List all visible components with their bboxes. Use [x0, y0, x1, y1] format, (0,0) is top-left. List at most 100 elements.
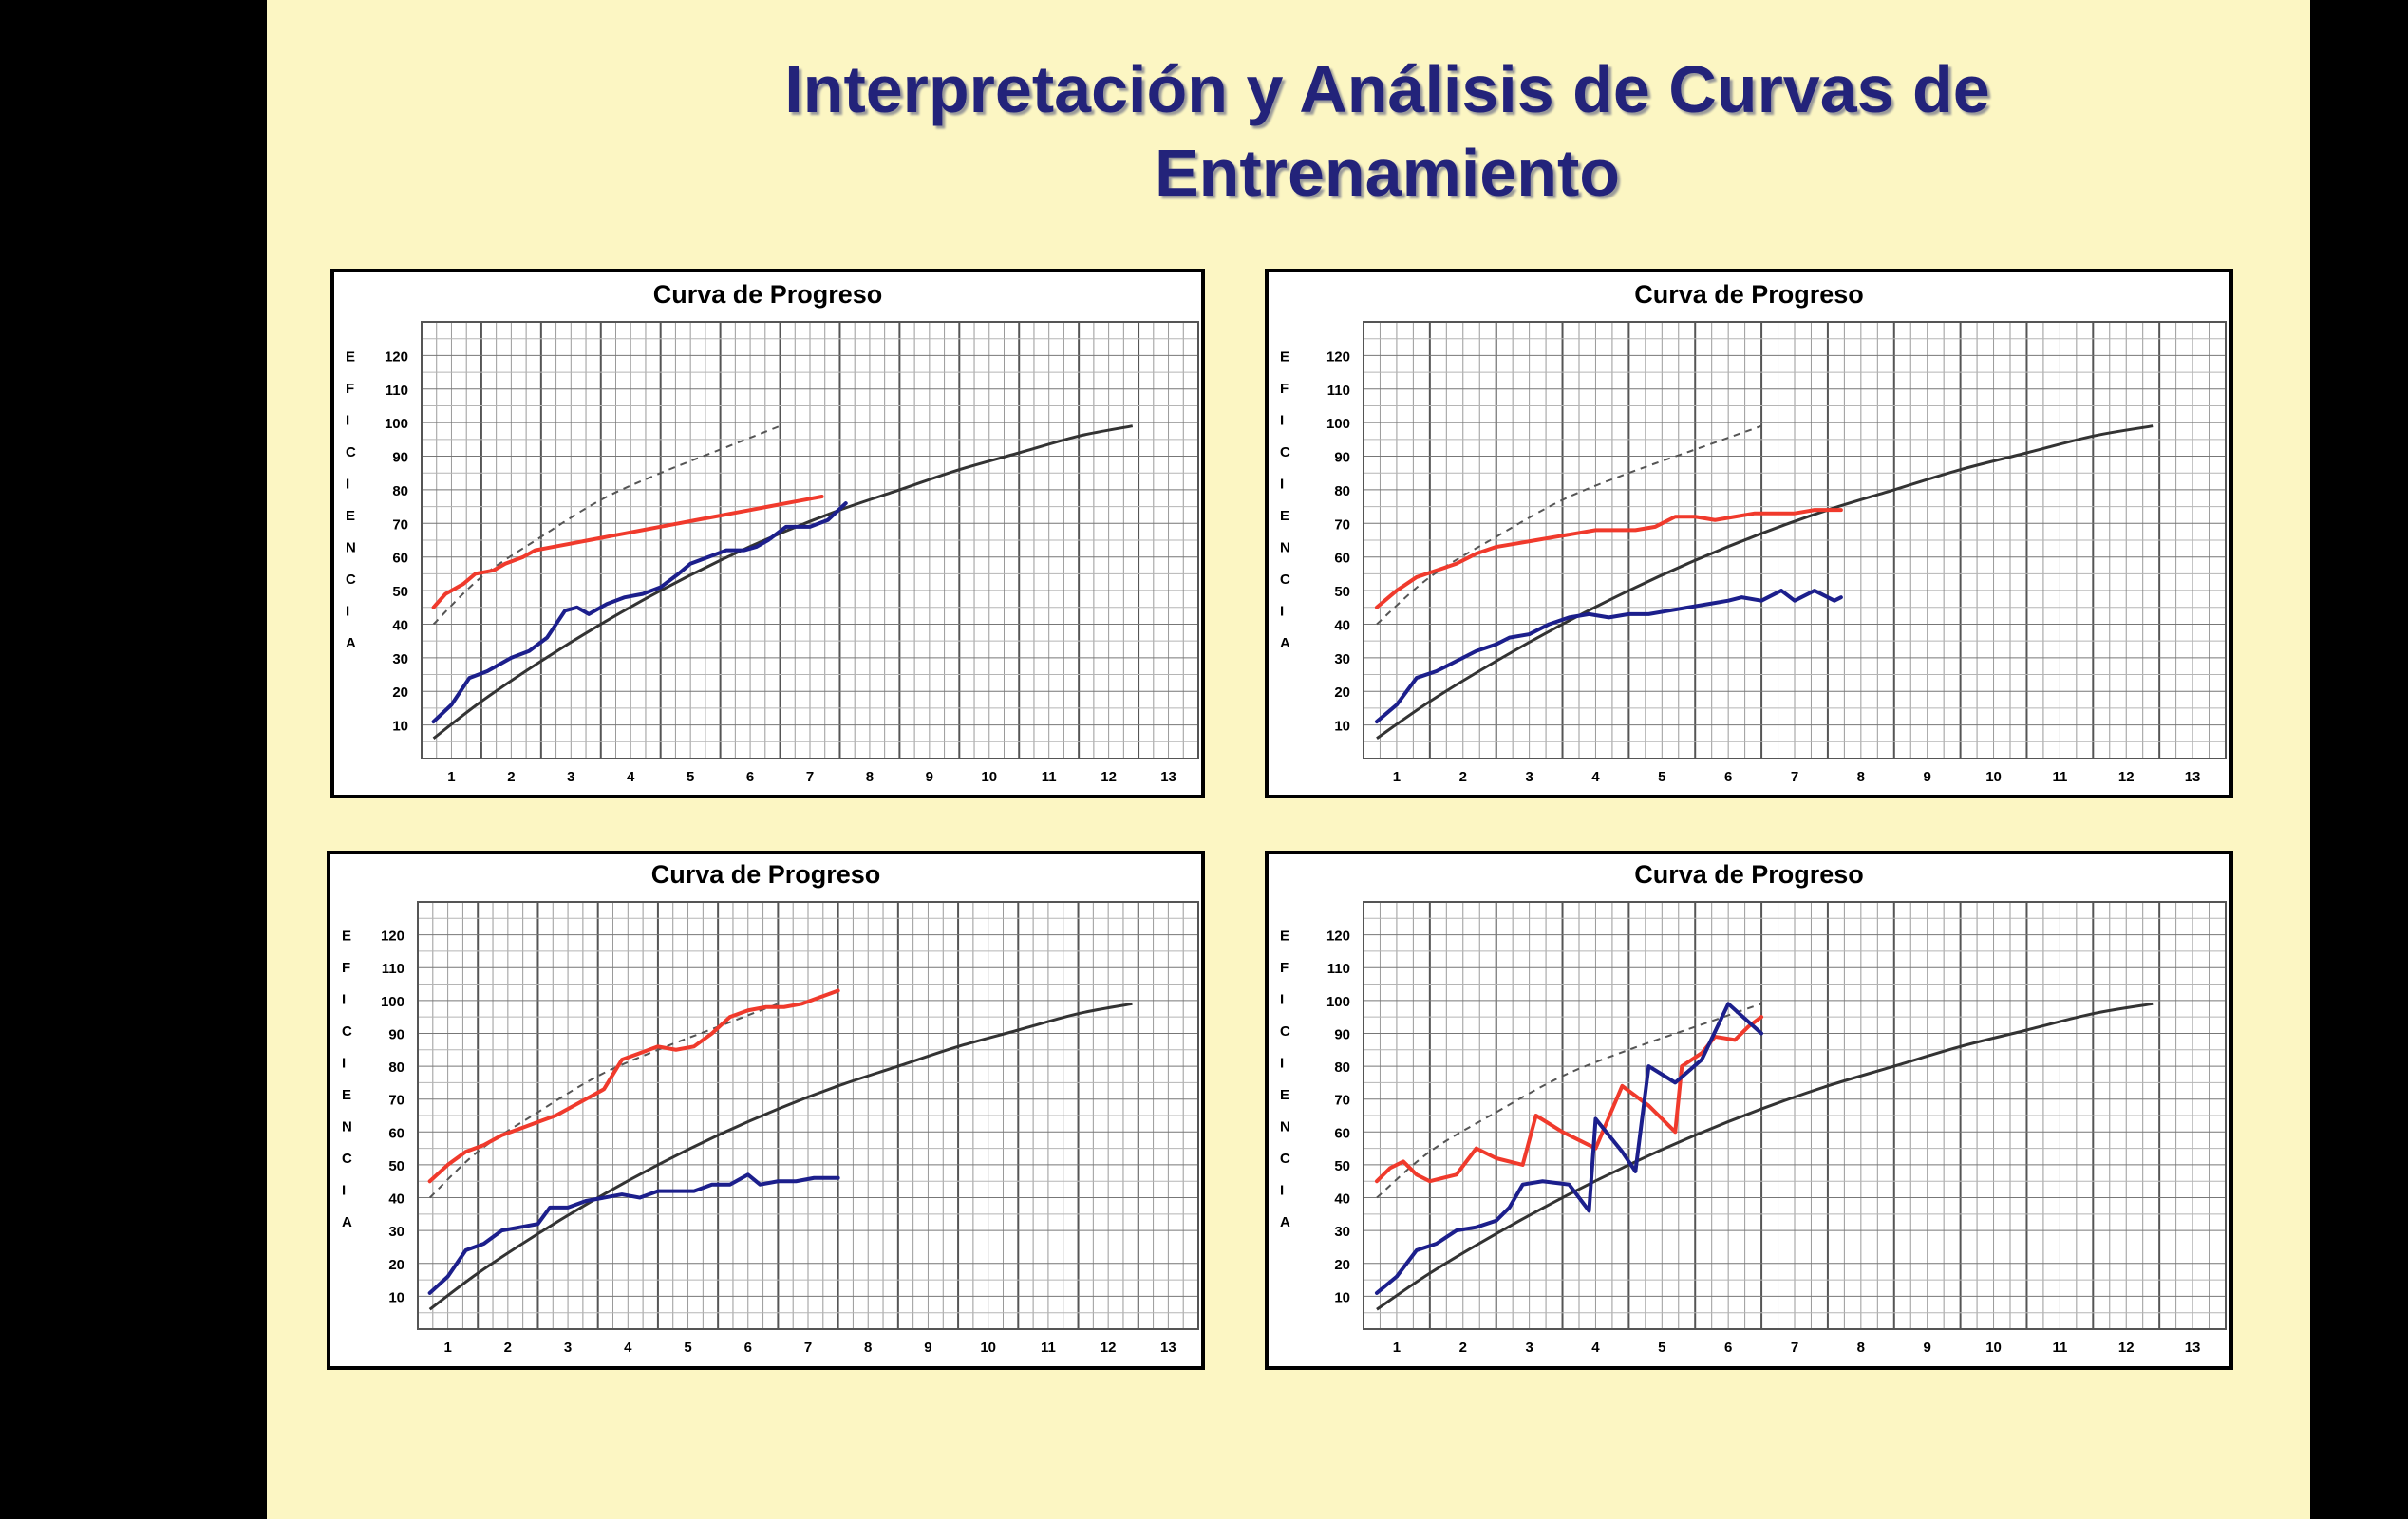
y-axis-label-letter: A: [1280, 1214, 1290, 1230]
x-tick-label: 4: [1591, 1340, 1600, 1356]
progress-chart-1: Curva de Progreso10203040506070809010011…: [346, 280, 1199, 785]
x-tick-label: 9: [1924, 1340, 1931, 1356]
y-axis-label-letter: I: [1280, 1056, 1284, 1072]
y-tick-label: 100: [385, 416, 408, 432]
y-tick-label: 60: [388, 1125, 404, 1141]
y-tick-label: 120: [1326, 928, 1350, 945]
y-tick-label: 40: [1334, 1191, 1350, 1208]
blue-series-line: [431, 501, 848, 724]
y-tick-label: 70: [1334, 1093, 1350, 1109]
y-tick-label: 20: [392, 684, 408, 701]
x-tick-label: 2: [504, 1340, 512, 1356]
x-tick-label: 8: [1857, 769, 1865, 785]
y-axis-label-letter: I: [1280, 412, 1284, 428]
x-tick-label: 5: [684, 1340, 691, 1356]
y-axis-label-letter: N: [1280, 539, 1290, 555]
blue-series-line: [1374, 1002, 1764, 1295]
x-tick-label: 5: [687, 769, 694, 785]
y-axis-label-letter: I: [342, 1056, 346, 1072]
y-axis-label-letter: I: [1280, 603, 1284, 619]
chart-panel-top-left: Curva de Progreso 10 20 30 40 50 60 70 80 90 100 11…: [330, 269, 1205, 798]
x-tick-label: 3: [567, 769, 574, 785]
slide-title-line-2: Entrenamiento: [1154, 136, 1621, 210]
y-axis-label-letter: E: [1280, 348, 1289, 365]
x-tick-label: 12: [2118, 769, 2135, 785]
slide-title-line-1: Interpretación y Análisis de Curvas de: [784, 52, 1990, 126]
y-tick-label: 100: [1326, 416, 1350, 432]
red-series-line: [427, 988, 840, 1184]
progress-chart-3: Curva de Progreso10203040506070809010011…: [342, 860, 1199, 1356]
x-tick-label: 11: [2052, 769, 2067, 785]
x-tick-label: 11: [1042, 769, 1057, 785]
y-tick-label: 80: [392, 483, 408, 499]
x-tick-label: 12: [1101, 769, 1117, 785]
plot-area-border: [421, 321, 1199, 760]
blue-series-line: [427, 1172, 840, 1295]
y-axis-label-letter: C: [342, 1151, 352, 1167]
x-tick-label: 2: [1459, 769, 1467, 785]
chart-title: Curva de Progreso: [1634, 860, 1864, 889]
y-axis-label-letter: I: [346, 603, 349, 619]
chart-title: Curva de Progreso: [1634, 280, 1864, 309]
x-tick-label: 6: [1724, 1340, 1732, 1356]
y-tick-label: 120: [1326, 348, 1350, 365]
reference-curve: [1376, 1002, 2154, 1311]
y-tick-label: 70: [388, 1093, 404, 1109]
reference-curve: [428, 1002, 1133, 1311]
progress-chart-2: Curva de Progreso10203040506070809010011…: [1280, 280, 2227, 785]
red-series-line: [431, 495, 824, 609]
y-tick-label: 60: [392, 551, 408, 567]
y-tick-label: 60: [1334, 551, 1350, 567]
y-tick-label: 50: [1334, 1158, 1350, 1174]
x-tick-label: 10: [1985, 769, 2002, 785]
y-axis-label-letter: I: [342, 1183, 346, 1199]
x-tick-label: 10: [980, 1340, 996, 1356]
y-tick-label: 50: [388, 1158, 404, 1174]
y-tick-label: 10: [1334, 719, 1350, 735]
chart-panel-top-right: Curva de Progreso 10 20 30 40 50 60 70 80 90 100 11…: [1265, 269, 2233, 798]
y-axis-label-letter: N: [342, 1119, 352, 1135]
y-tick-label: 90: [392, 450, 408, 466]
y-tick-label: 20: [1334, 1257, 1350, 1273]
x-tick-label: 4: [624, 1340, 632, 1356]
reference-curve: [1376, 424, 2154, 740]
x-tick-label: 13: [2185, 769, 2201, 785]
chart-panel-bottom-right: Curva de Progreso 10 20 30 40 50 60 70 80 90 100 11…: [1265, 851, 2233, 1370]
y-tick-label: 60: [1334, 1125, 1350, 1141]
y-tick-label: 30: [392, 651, 408, 667]
x-tick-label: 3: [1525, 1340, 1533, 1356]
y-axis-label-letter: E: [346, 508, 355, 524]
dashed-trend-line: [1376, 424, 1762, 626]
y-axis-label-letter: I: [1280, 992, 1284, 1008]
y-tick-label: 10: [388, 1289, 404, 1305]
x-tick-label: 3: [564, 1340, 572, 1356]
x-tick-label: 7: [804, 1340, 812, 1356]
y-axis-label-letter: N: [1280, 1119, 1290, 1135]
y-tick-label: 10: [392, 719, 408, 735]
plot-area-border: [417, 901, 1199, 1330]
x-tick-label: 2: [1459, 1340, 1467, 1356]
y-tick-label: 30: [388, 1224, 404, 1240]
x-tick-label: 7: [1791, 769, 1798, 785]
chart-panel-bottom-left: Curva de Progreso 10 20 30 40 50 60 70 80 90 100 11…: [327, 851, 1205, 1370]
x-tick-label: 9: [1924, 769, 1931, 785]
chart-title: Curva de Progreso: [651, 860, 881, 889]
y-axis-label-letter: C: [1280, 1151, 1290, 1167]
dashed-trend-line: [1376, 1003, 1762, 1199]
y-tick-label: 110: [386, 383, 408, 399]
y-tick-label: 40: [392, 617, 408, 633]
y-axis-label-letter: F: [346, 381, 354, 397]
x-tick-label: 8: [866, 769, 874, 785]
y-tick-label: 80: [1334, 483, 1350, 499]
y-axis-label-letter: C: [346, 572, 356, 588]
x-tick-label: 10: [1985, 1340, 2002, 1356]
y-axis-label-letter: I: [342, 992, 346, 1008]
y-axis-label-letter: A: [342, 1214, 352, 1230]
x-tick-label: 4: [1591, 769, 1600, 785]
y-axis-label-letter: I: [1280, 1183, 1284, 1199]
y-tick-label: 80: [388, 1060, 404, 1076]
x-tick-label: 7: [806, 769, 814, 785]
x-tick-label: 13: [2185, 1340, 2201, 1356]
y-tick-label: 50: [392, 584, 408, 600]
y-axis-label-letter: C: [1280, 444, 1290, 460]
